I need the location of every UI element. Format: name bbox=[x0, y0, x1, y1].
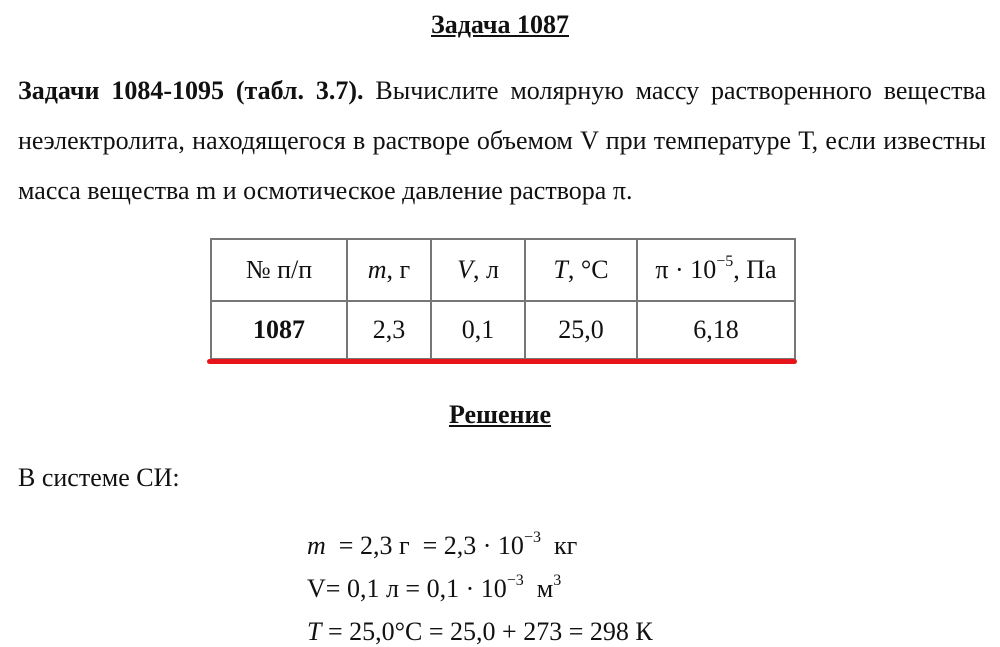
cell-temperature: 25,0 bbox=[524, 300, 638, 360]
formula-volume: V= 0,1 л = 0,1 · 10−3 м3 bbox=[307, 572, 562, 604]
table-header-row: № п/п m, г V, л T, °C π · 10−5, Па bbox=[210, 238, 796, 302]
problem-title: Задача 1087 bbox=[431, 10, 569, 39]
cell-mass: 2,3 bbox=[346, 300, 432, 360]
problem-ref: Задачи 1084-1095 (табл. 3.7). bbox=[18, 76, 364, 105]
formula-temperature: T = 25,0°C = 25,0 + 273 = 298 К bbox=[307, 617, 653, 646]
table-row: 1087 2,3 0,1 25,0 6,18 bbox=[210, 300, 796, 360]
data-table: № п/п m, г V, л T, °C π · 10−5, Па 1087 … bbox=[210, 238, 796, 360]
cell-pressure: 6,18 bbox=[636, 300, 796, 360]
header-number: № п/п bbox=[210, 238, 348, 302]
solution-heading: Решение bbox=[448, 400, 552, 429]
problem-statement: Задачи 1084-1095 (табл. 3.7). Вычислите … bbox=[18, 66, 986, 216]
header-temperature: T, °C bbox=[524, 238, 638, 302]
problem-text: Вычислите молярную массу растворенного в… bbox=[18, 76, 986, 205]
si-label: В системе СИ: bbox=[18, 463, 180, 492]
header-volume: V, л bbox=[430, 238, 526, 302]
header-mass: m, г bbox=[346, 238, 432, 302]
highlight-underline bbox=[207, 359, 797, 364]
cell-number: 1087 bbox=[210, 300, 348, 360]
cell-volume: 0,1 bbox=[430, 300, 526, 360]
formula-mass: m = 2,3 г = 2,3 · 10−3 кг bbox=[307, 529, 578, 561]
header-pressure: π · 10−5, Па bbox=[636, 238, 796, 302]
